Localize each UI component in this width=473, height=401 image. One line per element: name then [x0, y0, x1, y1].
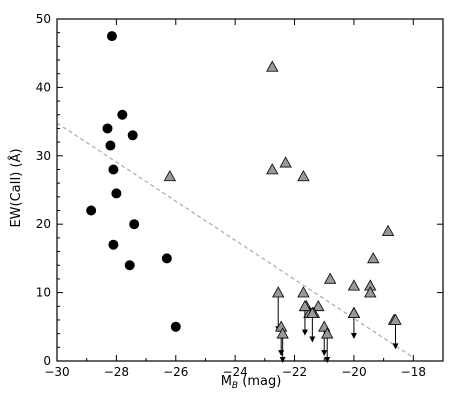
upper-limit-arrow-head	[309, 336, 316, 343]
data-point-upper-limit	[389, 313, 402, 325]
x-axis-label: MB (mag)	[221, 374, 282, 391]
data-point-triangle	[367, 252, 380, 264]
data-point-upper-limit	[321, 327, 334, 339]
upper-limit-arrow-head	[392, 343, 399, 350]
y-axis-ticks: 0 10 20 30 40 50	[36, 12, 443, 368]
data-point-triangle	[266, 163, 279, 175]
data-point-upper-limit	[306, 306, 319, 318]
x-axis-ticks: −30 −28 −26 −24 −22 −20 −18	[44, 19, 444, 379]
data-point-circle	[124, 260, 135, 271]
data-point-circle	[111, 188, 122, 199]
data-point-circle	[105, 140, 116, 151]
upper-limit-arrow-head	[278, 350, 285, 357]
data-point-circle	[108, 239, 119, 250]
data-point-triangle	[266, 60, 279, 72]
upper-limit-arrow-head	[279, 357, 286, 363]
data-point-triangle	[364, 286, 377, 298]
data-point-triangle	[347, 279, 361, 291]
x-tick-label: −26	[163, 365, 188, 379]
plot-frame	[56, 18, 444, 362]
plot-area	[56, 18, 444, 363]
y-tick-label: 10	[36, 286, 51, 300]
x-tick-label: −20	[341, 365, 366, 379]
x-tick-label: −28	[104, 365, 129, 379]
data-point-triangle	[279, 156, 292, 168]
upper-limit-arrow-head	[321, 350, 328, 357]
y-tick-label: 0	[43, 354, 51, 368]
data-point-circle	[106, 31, 117, 42]
data-point-upper-limit	[272, 286, 285, 298]
trend-line	[56, 122, 414, 359]
data-point-circle	[129, 219, 140, 230]
data-point-triangle	[381, 224, 395, 236]
data-point-circle	[170, 321, 181, 332]
y-tick-label: 30	[36, 149, 51, 163]
upper-limit-arrow-head	[324, 357, 331, 363]
upper-limit-arrow-head	[350, 333, 357, 340]
data-point-triangle	[312, 299, 325, 312]
x-tick-label: −22	[282, 365, 307, 379]
data-point-circle	[127, 130, 138, 141]
y-axis-label: EW(CaII) (Å)	[8, 148, 24, 227]
data-point-triangle	[297, 169, 310, 182]
data-point-circle	[102, 123, 113, 134]
data-point-circle	[86, 205, 97, 216]
x-axis-label-subscript: B	[232, 381, 238, 391]
data-point-circle	[117, 109, 128, 120]
y-tick-label: 40	[36, 80, 51, 94]
data-point-triangle	[323, 272, 337, 284]
data-point-triangle	[297, 286, 310, 298]
data-point-circle	[161, 253, 172, 264]
y-tick-label: 20	[36, 217, 51, 231]
data-point-upper-limit	[276, 327, 289, 339]
upper-limit-arrow-head	[301, 329, 308, 336]
x-tick-label: −30	[44, 365, 69, 379]
data-point-upper-limit	[347, 306, 361, 318]
y-tick-label: 50	[36, 12, 51, 26]
data-point-upper-limit	[298, 299, 312, 312]
data-point-triangle	[163, 169, 177, 182]
data-point-circle	[108, 164, 119, 175]
x-tick-label: −24	[222, 365, 247, 379]
x-tick-label: −18	[401, 365, 426, 379]
